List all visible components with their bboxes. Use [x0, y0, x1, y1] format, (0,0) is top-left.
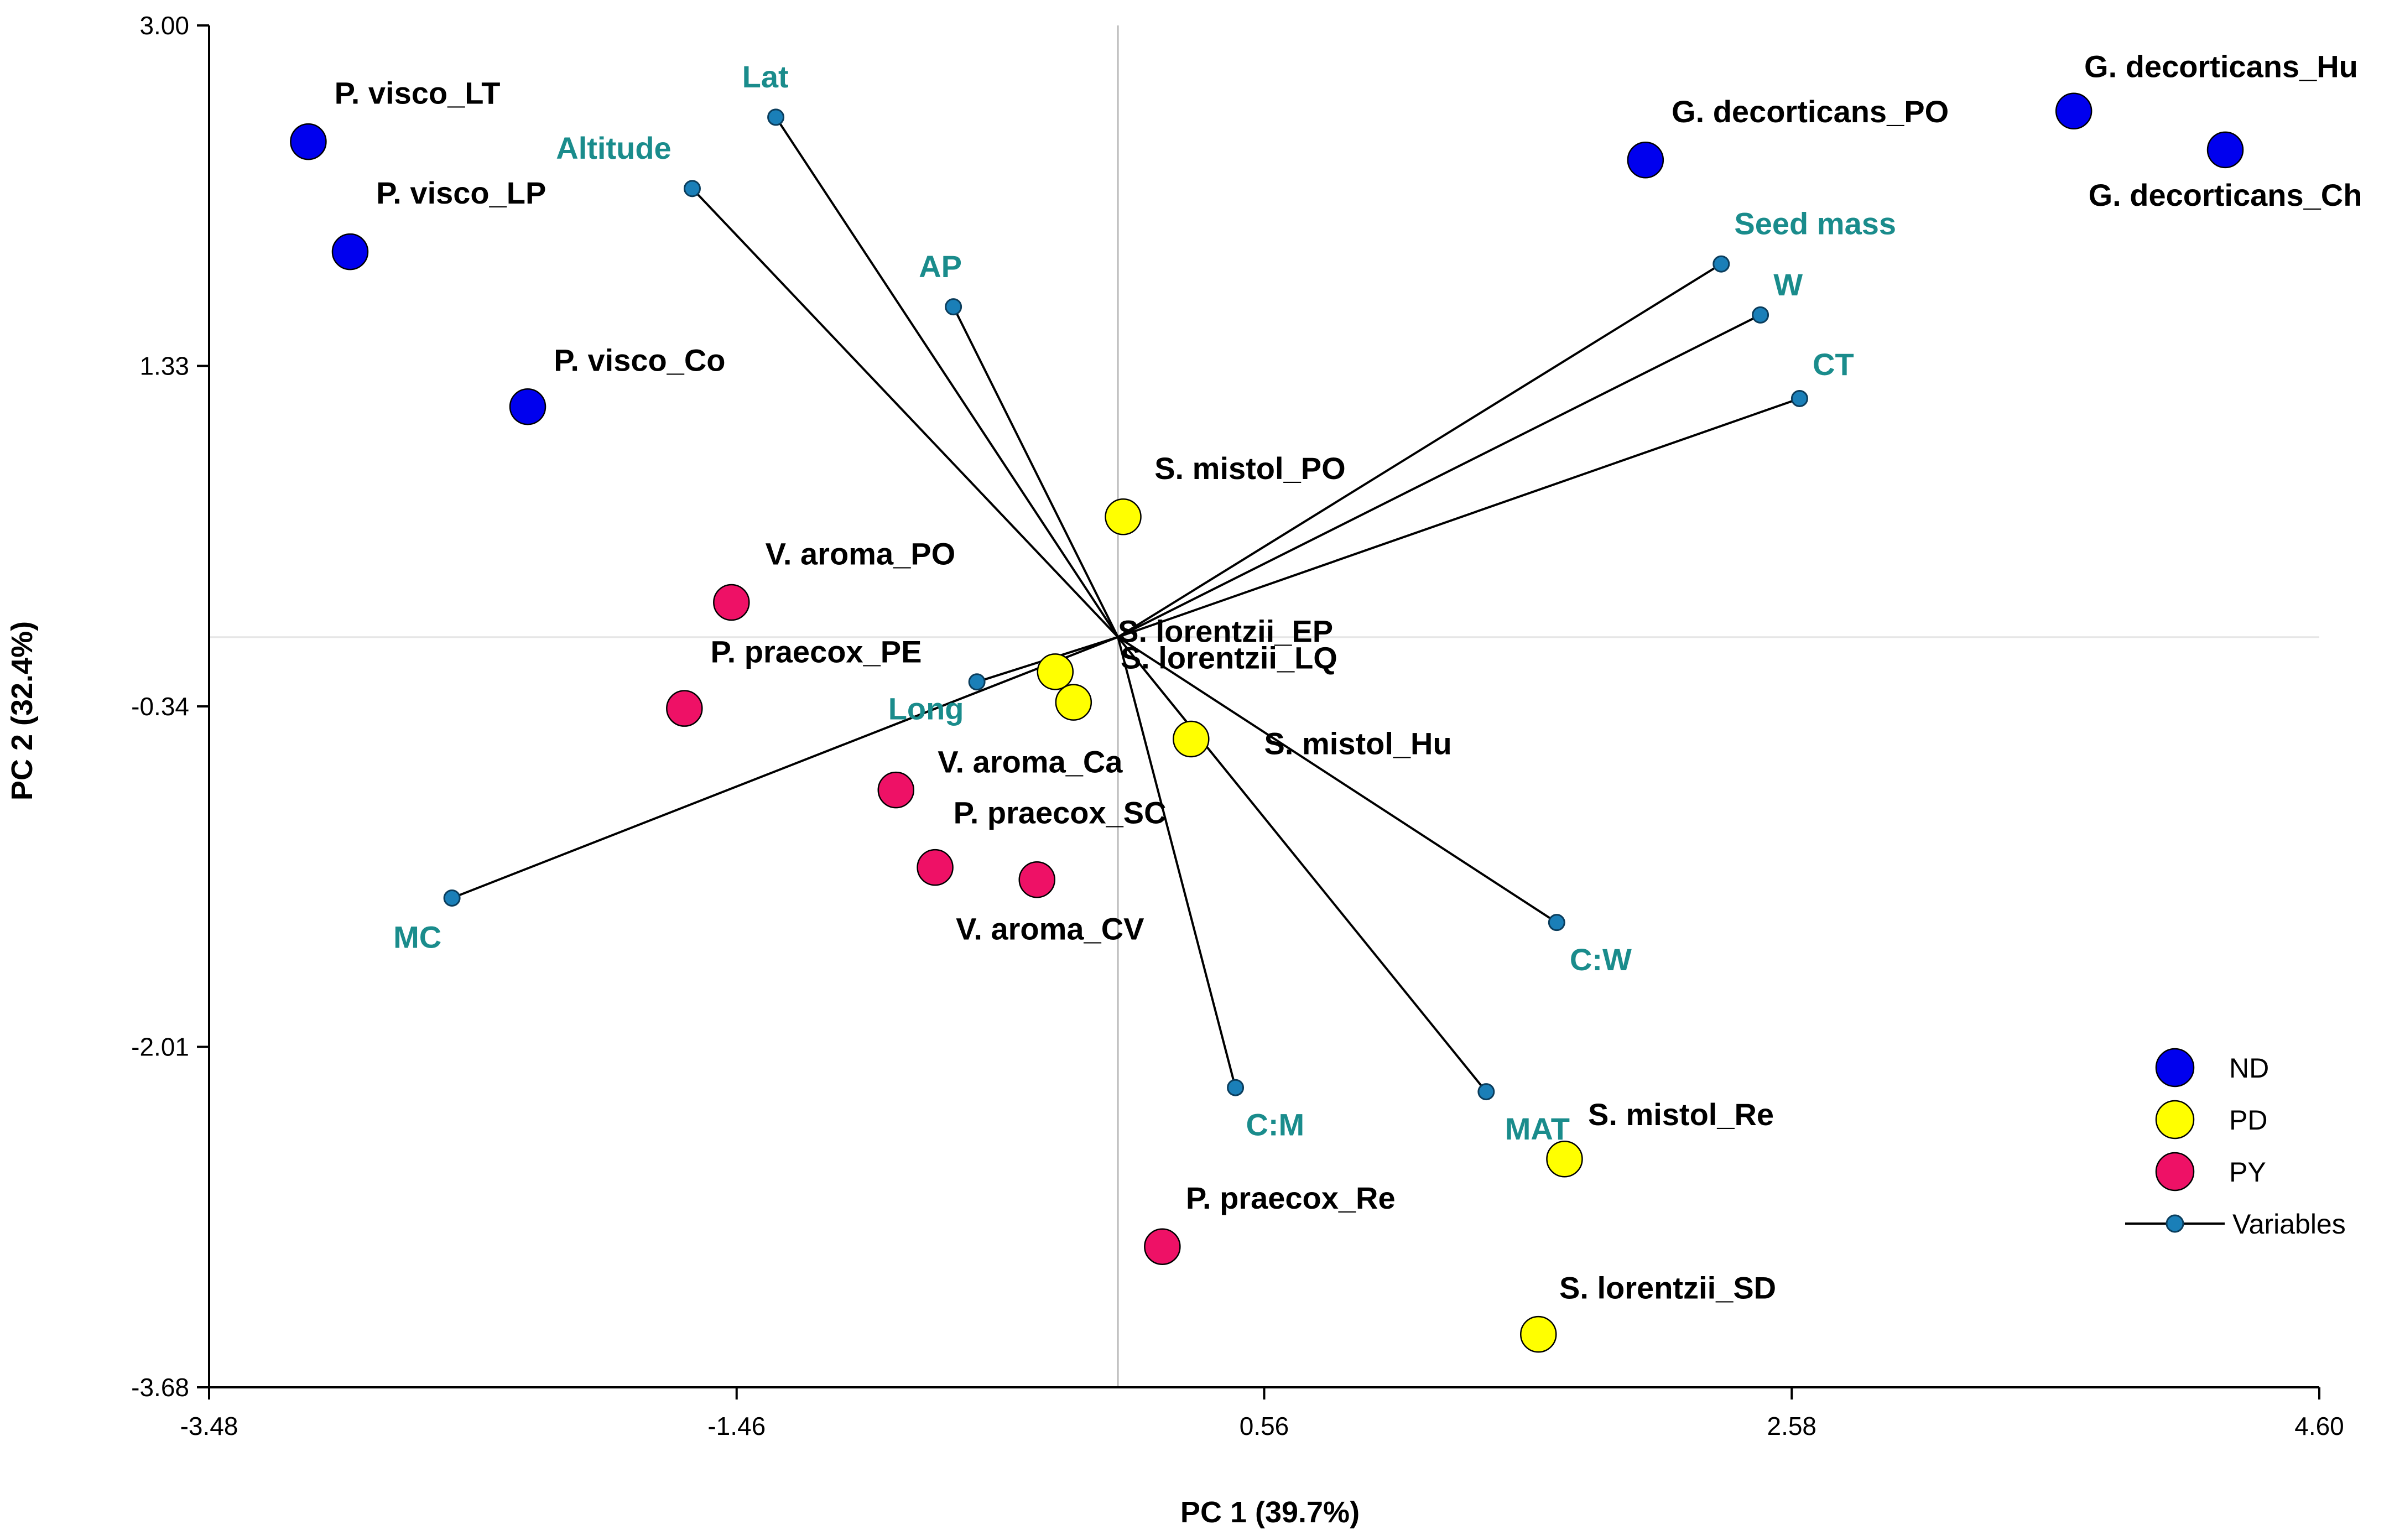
y-axis-title: PC 2 (32.4%) [6, 621, 39, 800]
vector-seed-mass [1117, 263, 1722, 638]
x-tick-label: -1.46 [707, 1412, 766, 1440]
point-s-lorentzii-lq [1055, 684, 1092, 721]
point-label-s-mistol-po: S. mistol_PO [1154, 451, 1345, 486]
point-label-p-visco-lt: P. visco_LT [335, 76, 501, 111]
point-label-v-aroma-po: V. aroma_PO [766, 537, 955, 571]
variable-label-lat: Lat [742, 59, 789, 94]
point-label-p-visco-co: P. visco_Co [554, 342, 725, 377]
x-axis-title: PC 1 (39.7%) [1180, 1496, 1360, 1529]
legend-marker-pd [2155, 1100, 2195, 1140]
x-tick-label: 2.58 [1767, 1412, 1816, 1440]
y-tick-label: -2.01 [131, 1033, 189, 1062]
axes: -3.48 -1.46 0.56 2.58 4.60 3.00 1.33 -0.34 -2.01… [131, 11, 2344, 1440]
vector-w [1117, 314, 1761, 638]
vector-tip-ap [945, 298, 962, 316]
vector-mc [451, 636, 1118, 899]
legend-label-pd: PD [2229, 1105, 2267, 1136]
x-tick-label: 0.56 [1240, 1412, 1289, 1440]
legend: ND PD PY Variables [2125, 1048, 2346, 1240]
legend-marker-py [2155, 1152, 2195, 1192]
vector-c-m [1117, 637, 1237, 1088]
point-v-aroma-cv [1018, 861, 1055, 898]
x-tick-label: -3.48 [180, 1412, 238, 1440]
variable-label-seed-mass: Seed mass [1734, 206, 1896, 241]
point-s-mistol-po [1105, 498, 1142, 535]
y-tick-label: 3.00 [139, 11, 189, 40]
point-g-decorticans-hu [2055, 92, 2092, 130]
vector-tip-seed-mass [1712, 255, 1730, 273]
point-s-mistol-hu [1173, 720, 1210, 758]
variable-labels: Lat Altitude AP Seed mass W CT Long MC C:W C:M MAT [393, 59, 1896, 1146]
vector-tip-altitude [683, 180, 701, 197]
reference-lines [209, 25, 2319, 1387]
vector-lat [774, 116, 1119, 638]
point-p-visco-lt [290, 123, 327, 160]
vector-mat [1117, 636, 1487, 1092]
variable-label-mc: MC [393, 919, 441, 954]
point-label-g-decorticans-ch: G. decorticans_Ch [2089, 178, 2362, 212]
variable-label-long: Long [888, 691, 964, 726]
vector-tip-mc [443, 889, 461, 907]
vector-tip-ct [1790, 389, 1808, 407]
point-s-mistol-re [1546, 1140, 1583, 1178]
point-label-s-mistol-re: S. mistol_Re [1588, 1097, 1774, 1132]
y-tick-label: -0.34 [131, 692, 189, 721]
vector-tip-c-w [1548, 914, 1565, 932]
point-label-v-aroma-ca: V. aroma_Ca [938, 745, 1123, 779]
point-label-g-decorticans-po: G. decorticans_PO [1672, 94, 1949, 129]
y-tick-label: -3.68 [131, 1373, 189, 1402]
variable-label-ap: AP [919, 249, 962, 284]
variable-label-ct: CT [1813, 347, 1854, 382]
legend-label-variables: Variables [2232, 1209, 2346, 1240]
point-label-p-visco-lp: P. visco_LP [376, 175, 546, 210]
vector-tip-lat [767, 108, 785, 126]
vector-tip-mat [1477, 1083, 1495, 1101]
observation-points [290, 92, 2244, 1353]
vector-tip-c-m [1227, 1079, 1245, 1096]
point-label-s-lorentzii-lq: S. lorentzii_LQ [1121, 641, 1337, 675]
point-p-visco-lp [331, 233, 369, 270]
point-label-s-mistol-hu: S. mistol_Hu [1264, 726, 1452, 761]
point-p-praecox-sc [917, 849, 954, 886]
variable-label-c-m: C:M [1246, 1107, 1304, 1142]
variable-vectors [443, 108, 1808, 1101]
vector-tip-long [968, 673, 986, 691]
variable-label-c-w: C:W [1570, 942, 1632, 977]
legend-label-py: PY [2229, 1157, 2266, 1188]
point-label-v-aroma-cv: V. aroma_CV [956, 912, 1144, 946]
variable-label-mat: MAT [1505, 1111, 1570, 1146]
point-label-p-praecox-re: P. praecox_Re [1186, 1180, 1396, 1215]
point-g-decorticans-po [1627, 142, 1664, 179]
point-label-g-decorticans-hu: G. decorticans_Hu [2084, 49, 2358, 84]
point-v-aroma-ca [877, 771, 915, 809]
point-label-p-praecox-sc: P. praecox_SC [954, 795, 1167, 830]
point-p-visco-co [509, 388, 546, 425]
point-label-s-lorentzii-ep: S. lorentzii_EP [1118, 614, 1333, 649]
vector-altitude [691, 188, 1119, 638]
vector-c-w [1117, 636, 1558, 924]
y-tick-label: 1.33 [139, 352, 189, 381]
vector-ap [952, 306, 1119, 638]
variable-label-w: W [1773, 267, 1803, 302]
x-tick-label: 4.60 [2294, 1412, 2344, 1440]
variable-label-altitude: Altitude [556, 131, 671, 165]
legend-marker-nd [2155, 1048, 2195, 1088]
point-s-lorentzii-sd [1520, 1315, 1557, 1353]
point-label-p-praecox-pe: P. praecox_PE [711, 634, 922, 669]
point-label-s-lorentzii-sd: S. lorentzii_SD [1559, 1270, 1776, 1305]
point-p-praecox-pe [666, 690, 703, 727]
point-p-praecox-re [1144, 1228, 1181, 1265]
legend-label-nd: ND [2229, 1053, 2269, 1084]
legend-line-marker-variables [2166, 1214, 2184, 1233]
point-s-lorentzii-ep [1037, 653, 1074, 690]
point-v-aroma-po [713, 584, 750, 621]
point-g-decorticans-ch [2206, 131, 2244, 169]
vector-tip-w [1752, 306, 1769, 324]
vector-ct [1117, 397, 1800, 638]
observation-labels: P. visco_LT P. visco_LP P. visco_Co G. deco… [335, 49, 2362, 1305]
